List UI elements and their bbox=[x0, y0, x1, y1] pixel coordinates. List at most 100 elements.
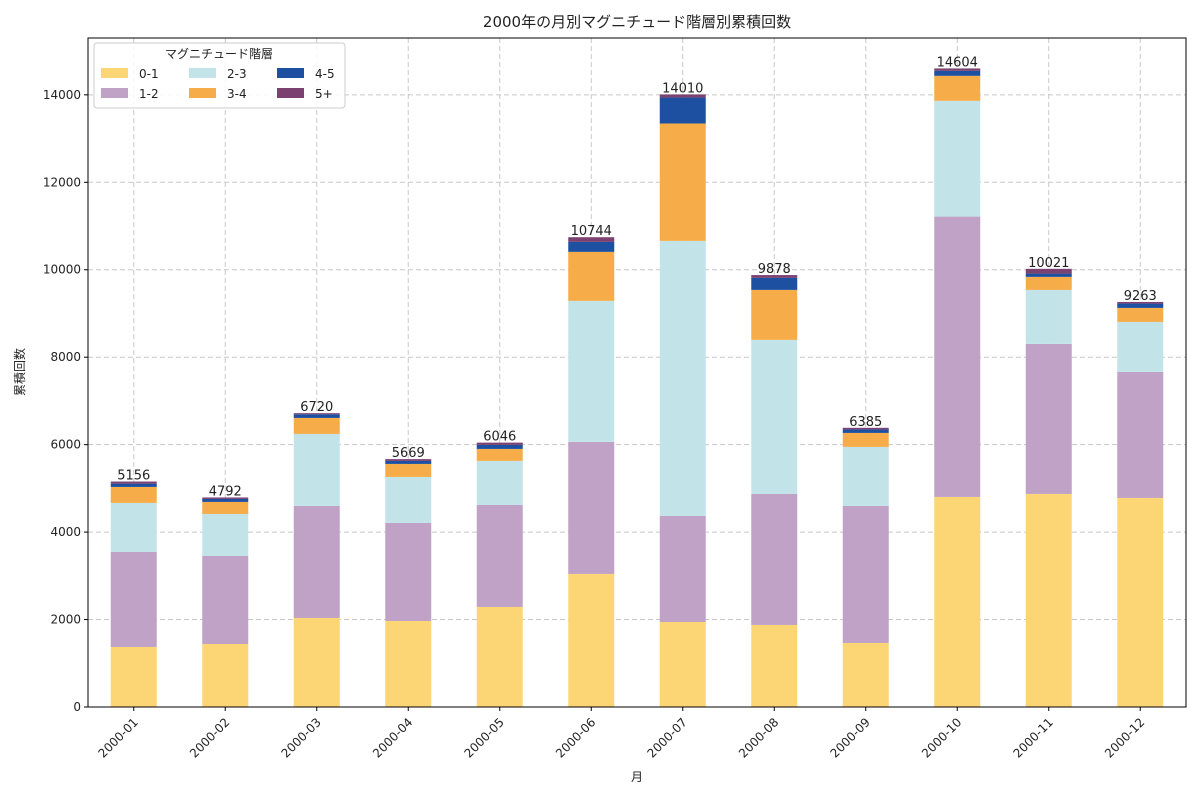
bar-segment-4-5 bbox=[202, 498, 249, 502]
y-tick-label: 0 bbox=[73, 700, 81, 714]
bar-segment-2-3 bbox=[751, 339, 798, 494]
legend-title: マグニチュード階層 bbox=[165, 46, 273, 61]
bar-segment-1-2 bbox=[293, 505, 340, 618]
bar-segment-3-4 bbox=[1025, 276, 1072, 290]
x-tick-label: 2000-12 bbox=[1102, 715, 1147, 760]
bar-segment-0-1 bbox=[1025, 493, 1072, 707]
bar-segment-4-5 bbox=[568, 241, 615, 252]
bar-segment-5+ bbox=[842, 427, 889, 430]
total-label: 14010 bbox=[662, 81, 703, 96]
bar-segment-0-1 bbox=[110, 646, 157, 707]
bar-segment-1-2 bbox=[751, 493, 798, 625]
x-tick-label: 2000-02 bbox=[187, 715, 232, 760]
bar-segment-3-4 bbox=[934, 75, 981, 101]
legend-swatch-2-3 bbox=[189, 68, 216, 78]
y-tick-label: 14000 bbox=[43, 88, 81, 102]
bar-segment-0-1 bbox=[293, 617, 340, 707]
bar-segment-2-3 bbox=[659, 240, 706, 516]
bar-segment-3-4 bbox=[202, 501, 249, 514]
x-tick-label: 2000-05 bbox=[462, 715, 507, 760]
total-label: 6046 bbox=[483, 430, 516, 445]
legend-swatch-0-1 bbox=[101, 68, 128, 78]
bar-segment-0-1 bbox=[385, 620, 432, 707]
bar-segment-2-3 bbox=[202, 513, 249, 556]
total-label: 14604 bbox=[937, 55, 978, 70]
bar-segment-0-1 bbox=[202, 643, 249, 707]
bar-segment-5+ bbox=[476, 442, 523, 445]
bar-segment-2-3 bbox=[842, 446, 889, 506]
chart-title: 2000年の月別マグニチュード階層別累積回数 bbox=[483, 13, 791, 31]
bar-segment-4-5 bbox=[476, 444, 523, 449]
bar-segment-1-2 bbox=[476, 504, 523, 607]
total-label: 5669 bbox=[392, 446, 425, 461]
bar-segment-4-5 bbox=[293, 414, 340, 418]
bar-segment-3-4 bbox=[842, 432, 889, 447]
bar-segment-4-5 bbox=[751, 277, 798, 290]
bar-segment-2-3 bbox=[476, 460, 523, 505]
x-tick-label: 2000-03 bbox=[279, 715, 324, 760]
bar-segment-3-4 bbox=[110, 486, 157, 503]
legend-swatch-1-2 bbox=[101, 88, 128, 98]
bar-segment-3-4 bbox=[385, 463, 432, 477]
bar-segment-2-3 bbox=[293, 433, 340, 506]
y-tick-label: 10000 bbox=[43, 263, 81, 277]
bar-segment-5+ bbox=[1025, 268, 1072, 274]
bar-segment-2-3 bbox=[110, 502, 157, 552]
x-tick-label: 2000-06 bbox=[553, 715, 598, 760]
bar-segment-1-2 bbox=[110, 551, 157, 647]
bar-segment-5+ bbox=[934, 68, 981, 71]
bar-segment-1-2 bbox=[385, 522, 432, 621]
bar-segment-2-3 bbox=[385, 476, 432, 523]
bar-segment-3-4 bbox=[1117, 307, 1164, 322]
bar-segment-4-5 bbox=[842, 429, 889, 433]
bar-segment-4-5 bbox=[385, 460, 432, 464]
total-label: 10744 bbox=[571, 224, 612, 239]
x-tick-label: 2000-09 bbox=[828, 715, 873, 760]
bar-segment-5+ bbox=[1117, 301, 1164, 304]
bar-segment-4-5 bbox=[659, 97, 706, 124]
bar-segment-3-4 bbox=[751, 289, 798, 340]
total-label: 9878 bbox=[758, 262, 791, 277]
bar-segment-5+ bbox=[110, 481, 157, 484]
grid-lines bbox=[88, 38, 1186, 708]
bar-segment-5+ bbox=[385, 459, 432, 461]
x-tick-label: 2000-04 bbox=[370, 715, 415, 760]
plot-frame bbox=[87, 37, 1187, 708]
bar-segment-5+ bbox=[659, 94, 706, 98]
bar-segment-0-1 bbox=[1117, 497, 1164, 707]
x-tick-label: 2000-08 bbox=[736, 715, 781, 760]
total-label: 6385 bbox=[849, 415, 882, 430]
bar-segment-0-1 bbox=[476, 606, 523, 707]
bar-segment-0-1 bbox=[934, 496, 981, 707]
total-label: 6720 bbox=[300, 400, 333, 415]
bar-segment-0-1 bbox=[751, 624, 798, 707]
y-axis-label: 累積回数 bbox=[12, 348, 27, 396]
bar-segment-0-1 bbox=[568, 573, 615, 707]
legend-label-2-3: 2-3 bbox=[227, 67, 247, 81]
legend: マグニチュード階層 0-1 1-2 2-3 3-4 4-5 5+ bbox=[93, 42, 346, 109]
y-tick-label: 4000 bbox=[50, 525, 81, 539]
legend-swatch-5+ bbox=[277, 88, 304, 98]
bars bbox=[110, 68, 1164, 707]
total-labels: 5156 4792 6720 5669 6046 10744 14010 9878 6385 14… bbox=[117, 55, 1157, 499]
y-tick-label: 8000 bbox=[50, 350, 81, 364]
total-label: 4792 bbox=[209, 484, 242, 499]
y-tick-label: 12000 bbox=[43, 175, 81, 189]
bar-segment-3-4 bbox=[293, 417, 340, 434]
total-label: 5156 bbox=[117, 469, 150, 484]
bar-segment-1-2 bbox=[568, 441, 615, 574]
bar-segment-1-2 bbox=[1117, 371, 1164, 498]
legend-swatch-3-4 bbox=[189, 88, 216, 98]
x-axis-label: 月 bbox=[631, 770, 643, 784]
bar-segment-5+ bbox=[568, 237, 615, 242]
bar-segment-5+ bbox=[751, 275, 798, 278]
bar-segment-2-3 bbox=[1117, 321, 1164, 372]
bar-segment-2-3 bbox=[934, 100, 981, 217]
legend-label-4-5: 4-5 bbox=[315, 67, 335, 81]
x-tick-label: 2000-07 bbox=[645, 715, 690, 760]
bar-segment-4-5 bbox=[1117, 303, 1164, 308]
bar-segment-0-1 bbox=[659, 621, 706, 707]
bar-segment-0-1 bbox=[842, 642, 889, 707]
total-label: 9263 bbox=[1124, 289, 1157, 304]
